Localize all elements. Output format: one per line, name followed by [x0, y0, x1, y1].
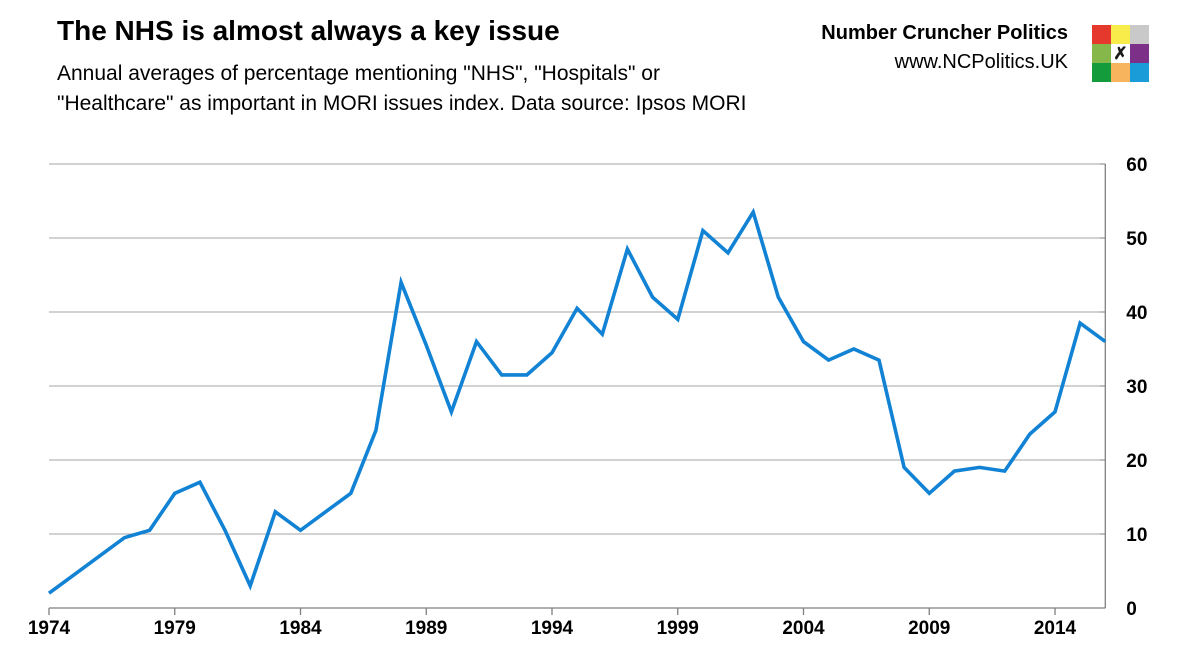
y-tick-label: 0: [1126, 599, 1137, 620]
x-tick-label: 1999: [657, 618, 699, 639]
x-tick-label: 1989: [405, 618, 447, 639]
x-tick-label: 2014: [1034, 618, 1077, 639]
chart-subtitle: Annual averages of percentage mentioning…: [57, 59, 747, 119]
x-tick-label: 1994: [531, 618, 574, 639]
ncpolitics-logo: ✗: [1092, 25, 1149, 82]
y-tick-label: 40: [1126, 303, 1147, 324]
chart-title: The NHS is almost always a key issue: [57, 15, 560, 46]
logo-color-cell: [1111, 25, 1130, 44]
brand-url-link[interactable]: www.NCPolitics.UK: [894, 51, 1068, 73]
x-tick-label: 1984: [279, 618, 322, 639]
logo-color-cell: [1130, 44, 1149, 63]
y-tick-label: 60: [1126, 155, 1147, 176]
y-tick-label: 50: [1126, 229, 1147, 250]
subtitle-line-1: Annual averages of percentage mentioning…: [57, 62, 660, 85]
logo-color-cell: [1111, 63, 1130, 82]
logo-color-cell: [1130, 25, 1149, 44]
x-tick-label: 2009: [908, 618, 950, 639]
logo-color-cell: [1130, 63, 1149, 82]
logo-color-cell: [1092, 44, 1111, 63]
nhs-data-line: [47, 207, 1107, 595]
subtitle-line-2: "Healthcare" as important in MORI issues…: [57, 92, 747, 115]
y-tick-label: 30: [1126, 377, 1147, 398]
x-tick-label: 2004: [782, 618, 825, 639]
y-tick-label: 20: [1126, 451, 1147, 472]
logo-color-cell: [1092, 25, 1111, 44]
x-tick-label: 1974: [28, 618, 71, 639]
x-tick-label: 1979: [154, 618, 196, 639]
logo-color-cell: [1092, 63, 1111, 82]
y-tick-label: 10: [1126, 525, 1147, 546]
logo-center-x-cell: ✗: [1111, 44, 1130, 63]
brand-name: Number Cruncher Politics: [821, 22, 1068, 44]
